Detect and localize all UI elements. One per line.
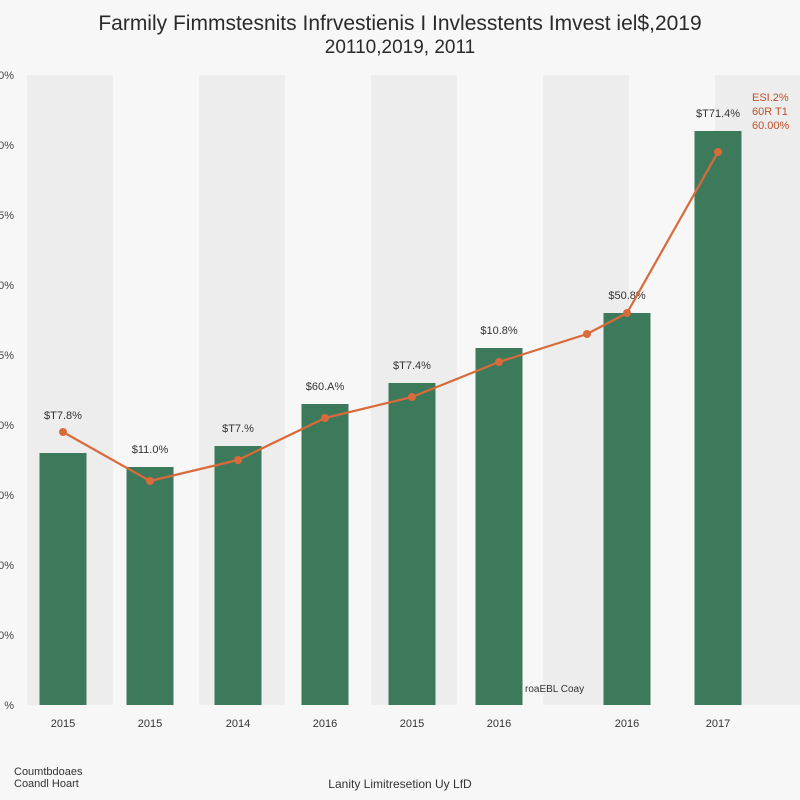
trend-point [59,428,67,436]
chart-title: Farmily Fimmstesnits Infrvestienis I Inv… [98,12,702,35]
bar [301,404,349,705]
bar-value-label: $60.A% [306,381,345,393]
bar [214,446,262,705]
x-tick-label: 2017 [706,718,730,730]
chart-subtitle: 20110,2019, 2011 [324,37,476,58]
trend-point [623,309,631,317]
y-tick-label: 0% [0,420,14,432]
source-note-line: Coumtbdoaes [14,766,83,778]
x-tick-label: 2014 [226,718,250,730]
trend-point [146,477,154,485]
y-tick-label: 0% [0,70,14,82]
bar [126,467,174,705]
trend-point [408,393,416,401]
y-tick-label: % [4,700,14,712]
bar-value-label: $11.0% [132,444,169,456]
source-note-line: Coandl Hoart [14,778,79,790]
line-end-label: 60R T1 [752,106,788,118]
inline-note: roaEBL Coay [525,684,584,695]
trend-point [495,358,503,366]
credit-note: Lanity Limitresetion Uy LfD [328,777,472,791]
trend-point [714,148,722,156]
y-tick-label: 0% [0,560,14,572]
trend-point [583,330,591,338]
bar-value-label: $50.8% [608,290,646,302]
line-end-label: 60.00% [752,120,790,132]
bar-value-label: $T7.8% [44,410,82,422]
line-end-label: ESI.2% [752,92,789,104]
y-tick-label: 0% [0,140,14,152]
source-note: Coumtbdoaes Coandl Hoart [14,766,83,790]
bar [603,313,651,705]
trend-point [321,414,329,422]
x-tick-label: 2015 [51,718,75,730]
bar [694,131,742,705]
y-tick-label: 5% [0,210,14,222]
bar [39,453,87,705]
bar-value-label: $10.8% [480,325,518,337]
x-tick-label: 2016 [487,718,511,730]
y-tick-label: 0% [0,280,14,292]
x-tick-label: 2015 [138,718,162,730]
y-tick-label: 0% [0,490,14,502]
y-tick-label: 0% [0,630,14,642]
y-tick-label: 5% [0,350,14,362]
bar [388,383,436,705]
x-tick-label: 2016 [615,718,639,730]
bar-value-label: $T7.% [222,423,254,435]
bar [475,348,523,705]
x-tick-label: 2016 [313,718,337,730]
bar-value-label: $T7.4% [393,360,431,372]
trend-point [234,456,242,464]
bar-value-label: $T71.4% [696,108,740,120]
x-tick-label: 2015 [400,718,424,730]
